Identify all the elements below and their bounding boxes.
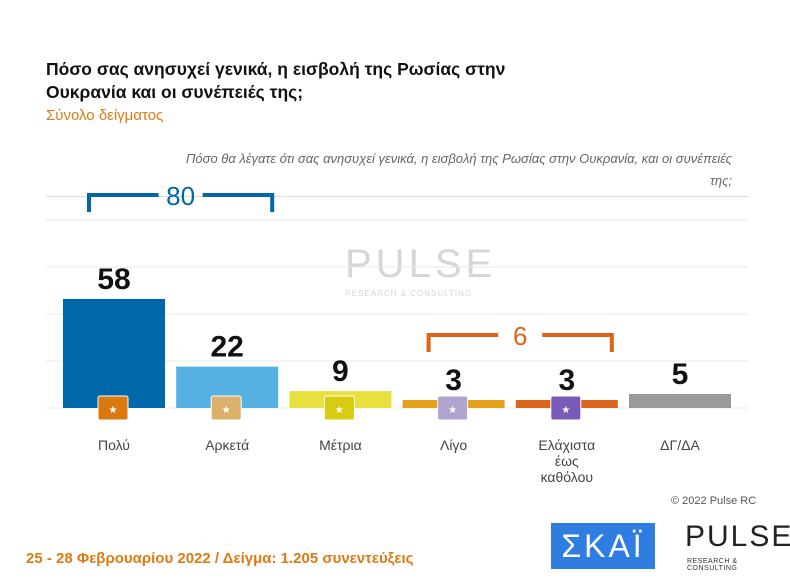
data-label: 5 bbox=[672, 358, 689, 391]
pulse-logo: PULSE RESEARCH & CONSULTING bbox=[685, 520, 790, 572]
stars-icon bbox=[97, 395, 129, 421]
category-label: Ελάχιστα bbox=[538, 437, 595, 453]
stars-icon bbox=[550, 395, 582, 421]
copyright: © 2022 Pulse RC bbox=[671, 495, 757, 507]
category-label: ΔΓ/ΔΑ bbox=[660, 437, 700, 453]
stars-icon-glyph: ★ bbox=[109, 405, 118, 416]
stars-icon-glyph: ★ bbox=[335, 405, 344, 416]
category-label: έως bbox=[555, 453, 579, 469]
group-total-label: 80 bbox=[166, 181, 195, 211]
chart-title: Πόσο σας ανησυχεί γενικά, η εισβολή της … bbox=[46, 59, 506, 102]
category-label: Λίγο bbox=[440, 437, 467, 453]
divider bbox=[46, 196, 748, 197]
data-label: 58 bbox=[97, 263, 130, 296]
category-label: Πολύ bbox=[98, 437, 130, 453]
skai-logo: ΣΚΑΪ bbox=[551, 523, 655, 569]
stars-icon bbox=[437, 395, 469, 421]
stars-icon bbox=[210, 395, 242, 421]
stars-icon-glyph: ★ bbox=[448, 405, 457, 416]
group-total-label: 6 bbox=[513, 321, 527, 351]
data-label: 22 bbox=[211, 331, 244, 364]
pulse-watermark: PULSE RESEARCH & CONSULTING bbox=[345, 242, 497, 298]
category-label: Αρκετά bbox=[205, 437, 249, 453]
stars-icon-glyph: ★ bbox=[222, 405, 231, 416]
category-label: καθόλου bbox=[541, 469, 593, 485]
stars-icon bbox=[323, 395, 355, 421]
category-label: Μέτρια bbox=[319, 437, 362, 453]
group-bracket bbox=[426, 333, 614, 352]
chart-subtitle: Σύνολο δείγματος bbox=[46, 107, 164, 124]
bar bbox=[63, 298, 165, 408]
footer-sample-info: 25 - 28 Φεβρουαρίου 2022 / Δείγμα: 1.205… bbox=[26, 550, 414, 567]
question-text: Πόσο θα λέγατε ότι σας ανησυχεί γενικά, … bbox=[185, 151, 732, 188]
data-label: 3 bbox=[445, 364, 462, 397]
data-label: 9 bbox=[332, 355, 349, 388]
bar bbox=[629, 394, 731, 408]
stars-icon-glyph: ★ bbox=[561, 405, 570, 416]
data-label: 3 bbox=[558, 364, 575, 397]
group-bracket bbox=[87, 193, 275, 212]
